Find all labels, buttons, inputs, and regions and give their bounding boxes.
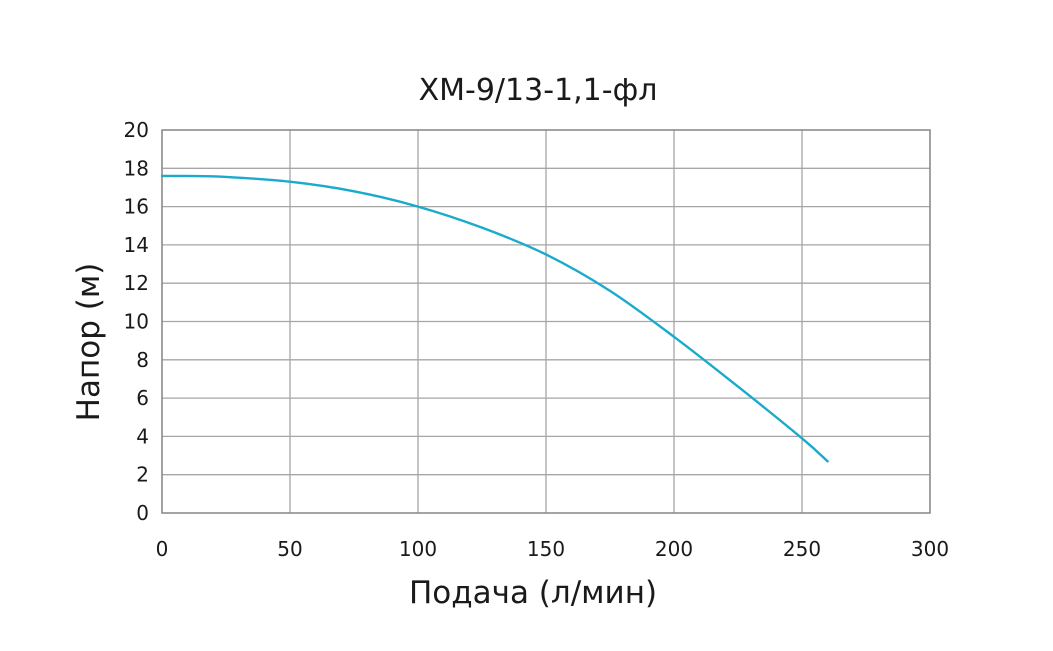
y-tick-label-5: 10 [124,310,149,334]
x-tick-label-4: 200 [655,537,693,561]
x-tick-label-2: 100 [399,537,437,561]
y-axis-label: Напор (м) [71,263,107,422]
x-tick-label-1: 50 [277,537,302,561]
y-tick-label-6: 12 [124,271,149,295]
y-axis-ticks: 0 2 4 6 8 10 12 14 16 18 20 [124,118,149,525]
y-tick-label-7: 14 [124,233,149,257]
x-tick-label-0: 0 [156,537,169,561]
grid [161,129,931,514]
chart-title: ХМ-9/13-1,1-фл [419,73,658,108]
x-tick-label-3: 150 [527,537,565,561]
series-line-0 [160,174,829,463]
x-axis-ticks: 0 50 100 150 200 250 300 [156,537,949,561]
y-tick-label-0: 0 [136,501,149,525]
y-tick-label-9: 18 [124,156,149,180]
y-tick-label-3: 6 [136,386,149,410]
x-tick-label-5: 250 [783,537,821,561]
y-tick-label-4: 8 [136,348,149,372]
y-tick-label-8: 16 [124,195,149,219]
y-tick-label-10: 20 [124,118,149,142]
x-axis-label: Подача (л/мин) [409,575,657,611]
plot-frame [161,129,931,514]
series-layer [160,174,829,463]
y-tick-label-1: 2 [136,463,149,487]
x-tick-label-6: 300 [911,537,949,561]
y-tick-label-2: 4 [136,424,149,448]
